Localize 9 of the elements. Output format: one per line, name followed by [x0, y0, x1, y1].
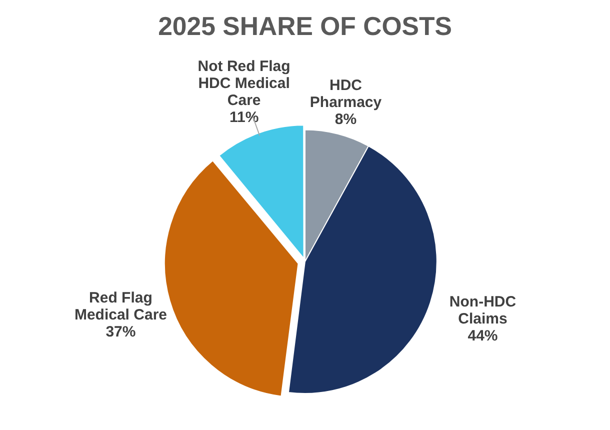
data-label: 44% — [468, 327, 498, 344]
slice-label: HDC Pharmacy — [310, 76, 382, 111]
data-label: 37% — [106, 323, 136, 340]
slice-label: Non-HDC Claims — [449, 293, 516, 328]
data-label: 8% — [334, 110, 357, 128]
chart-title: 2025 SHARE OF COSTS — [158, 12, 452, 41]
data-label: 11% — [229, 108, 259, 126]
slice-label: Not Red Flag HDC Medical Care — [198, 58, 290, 109]
slice-label: Red Flag Medical Care — [74, 289, 167, 324]
